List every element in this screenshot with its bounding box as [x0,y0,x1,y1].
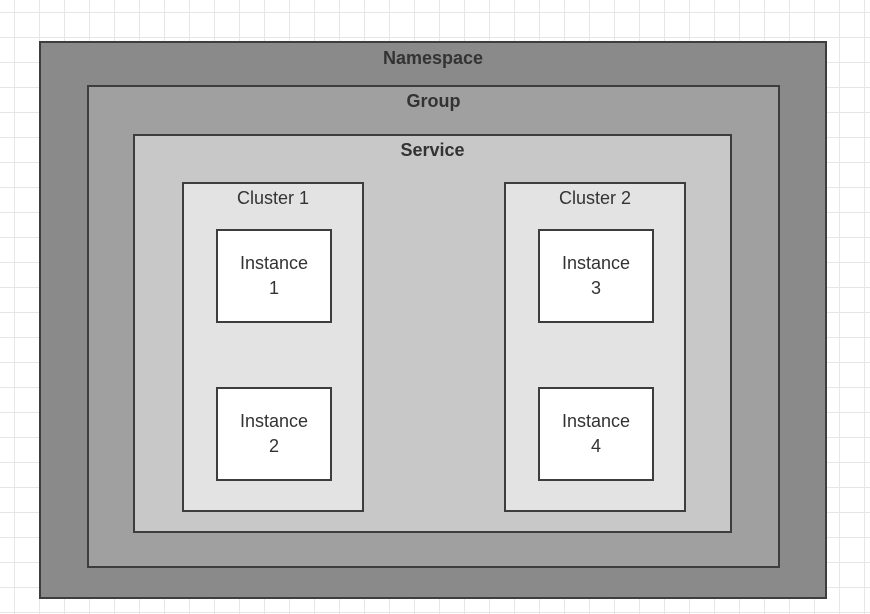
group-label: Group [406,91,461,111]
instance-1-number: 1 [268,278,279,298]
instance-3-number: 3 [590,278,601,298]
service-label: Service [400,140,465,160]
instance-1-box: Instance 1 [216,229,332,323]
cluster-2-label: Cluster 2 [558,188,632,208]
instance-1-label: Instance [239,253,309,273]
instance-4-number: 4 [590,436,601,456]
namespace-container: Namespace Group Service Cluster 1 Instan… [39,41,827,599]
instance-3-box: Instance 3 [538,229,654,323]
instance-4-box: Instance 4 [538,387,654,481]
instance-2-box: Instance 2 [216,387,332,481]
cluster-1-label: Cluster 1 [236,188,310,208]
service-container: Service Cluster 1 Instance 1 Instance 2 … [133,134,732,533]
instance-3-label: Instance [561,253,631,273]
namespace-label: Namespace [382,48,484,68]
instance-4-label: Instance [561,411,631,431]
cluster-1-container: Cluster 1 Instance 1 Instance 2 [182,182,364,512]
instance-2-number: 2 [268,436,279,456]
instance-2-label: Instance [239,411,309,431]
group-container: Group Service Cluster 1 Instance 1 Insta… [87,85,780,568]
cluster-2-container: Cluster 2 Instance 3 Instance 4 [504,182,686,512]
